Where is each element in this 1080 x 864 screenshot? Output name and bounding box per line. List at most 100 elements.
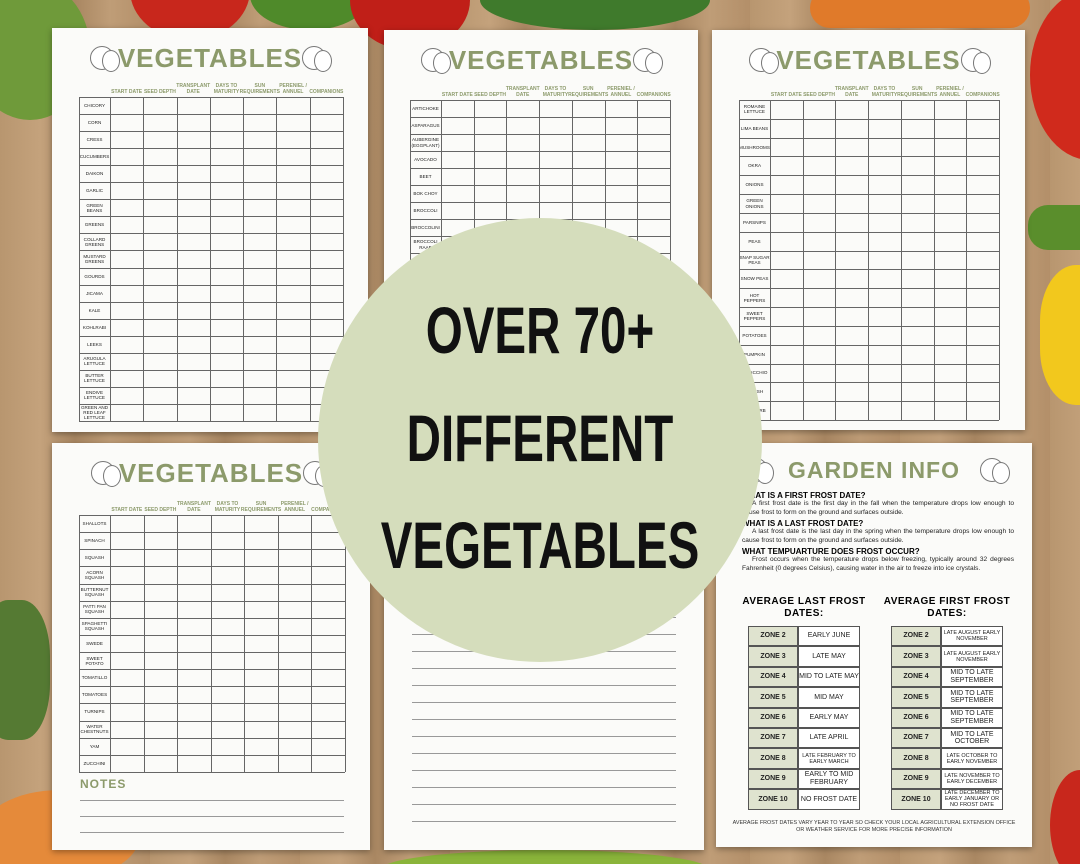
info-text: WHAT IS A FIRST FROST DATE? A first frost… [742,489,1014,589]
row-label: HOT PEPPERS [743,292,766,303]
row-label: GOURDS [84,273,105,279]
column-header: SUN REQUIREMENTS [568,86,609,98]
grid-line [79,720,345,722]
row-label: SHALLOTS [82,521,107,527]
column-header: START DATE [111,88,143,95]
date-cell: LATE MAY [798,646,860,667]
column-header: DAYS TO MATURITY [213,83,240,95]
row-label: BROCCOLI [413,207,438,213]
grid-line [79,114,343,116]
herbs [0,600,50,740]
grid-line [770,100,771,420]
note-line [412,685,676,686]
row-label: GREEN AND RED LEAF LETTUCE [80,404,109,420]
date-cell: LATE AUGUST EARLY NOVEMBER [941,646,1003,667]
note-line [80,832,344,833]
grid-line [79,267,343,269]
grid-line [79,669,345,671]
column-header: PERENIEL / ANNUEL [280,501,309,513]
column-header: PERENIEL / ANNUEL [607,86,635,98]
grid-line [277,515,279,772]
grid-line [79,652,345,654]
grid-line [79,199,343,201]
row-label: PUMPKIN [744,351,765,357]
row-label: BROCCOLINI [411,224,440,230]
footer-note: AVERAGE FROST DATES VARY YEAR TO YEAR SO… [732,820,1016,834]
grid-line [79,515,345,516]
veg-icon [760,52,779,74]
grid-line [739,100,740,420]
date-cell: MID TO LATE OCTOBER [941,728,1003,749]
grid-line [79,386,343,388]
row-label: LIMA BEANS [740,125,769,131]
row-label: WATER CHESTNUTS [80,724,109,735]
date-cell: LATE NOVEMBER TO EARLY DECEMBER [941,768,1003,790]
zone-cell: ZONE 6 [748,707,798,728]
row-label: SQUASH [84,555,105,561]
note-line [412,804,676,805]
grid-line [79,148,343,150]
column-header: START DATE [111,506,143,513]
row-label: TOMATILLO [81,675,108,681]
grid-line [343,97,344,421]
column-header: START DATE [770,91,802,98]
date-cell: EARLY JUNE [798,626,860,647]
veg-icon [645,52,663,74]
note-line [80,800,344,801]
grid-line [176,97,178,421]
date-cell: MID TO LATE SEPTEMBER [941,666,1003,688]
row-label: ACORN SQUASH [84,569,105,580]
column-header: SEED DEPTH [143,88,176,95]
tomato [1050,770,1080,864]
note-line [412,668,676,669]
row-label: KALE [88,307,101,313]
grid-line [79,97,343,98]
date-cell: LATE DECEMBER TO EARLY JANUARY OR NO FRO… [941,789,1003,810]
grid-line [79,532,345,534]
zone-cell: ZONE 3 [891,646,941,667]
badge [318,218,762,662]
row-label: GREENS [84,222,105,228]
note-line [80,816,344,817]
grid-line [79,600,345,602]
sheet-title: VEGETABLES [448,45,634,75]
zone-cell: ZONE 8 [891,748,941,769]
column-header: SEED DEPTH [803,91,836,98]
row-label: BOK CHOY [413,190,438,196]
grid-line [966,100,968,420]
zone-cell: ZONE 10 [748,789,798,810]
herbs [480,0,710,30]
date-cell: MID TO LATE MAY [798,666,860,688]
date-cell: MID TO LATE SEPTEMBER [941,687,1003,708]
sheet-title: GARDEN INFO [788,457,960,483]
column-header: COMPANIONS [309,88,344,95]
grid-line [79,284,343,286]
zone-cell: ZONE 8 [748,748,798,769]
column-header: DAYS TO MATURITY [214,501,241,513]
date-cell: LATE APRIL [798,728,860,749]
grid-line [311,515,313,772]
grid-line [79,754,345,756]
row-label: GARLIC [85,188,104,194]
tomato [1030,0,1080,160]
grid-line [79,421,343,422]
question-text: A last frost date is the last day in the… [742,528,1014,544]
column-header: DAYS TO MATURITY [871,86,898,98]
column-header: SUN REQUIREMENTS [240,501,282,513]
row-label: PEAS [748,238,761,244]
note-line [412,736,676,737]
veg-icon [103,465,121,487]
grid-line [79,549,345,551]
note-line [412,719,676,720]
row-label: SWEET POTATO [85,655,104,666]
row-label: ZUCCHINI [83,760,106,766]
row-label: MUSHROOMS [739,144,770,150]
grid-line [79,369,343,371]
grid-line [210,515,212,772]
row-label: TOMATOES [81,692,108,698]
column-header: PERENIEL / ANNUEL [936,86,964,98]
grid-line [79,703,345,705]
grid-line [143,97,145,421]
sheet-title: VEGETABLES [776,45,961,75]
zone-cell: ZONE 5 [748,687,798,708]
